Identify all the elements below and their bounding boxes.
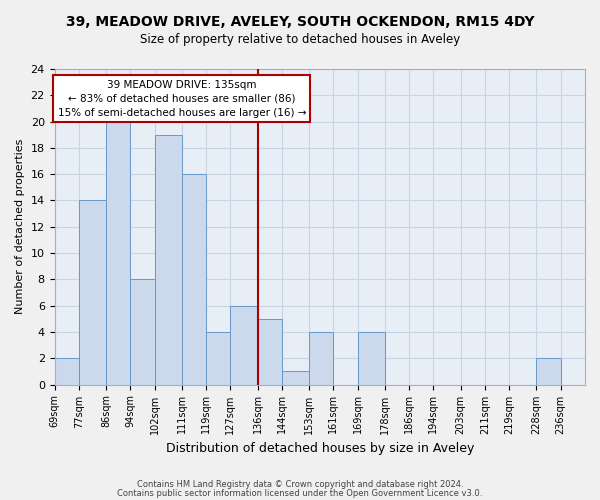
Bar: [309, 332, 334, 384]
Text: Contains public sector information licensed under the Open Government Licence v3: Contains public sector information licen…: [118, 489, 482, 498]
Bar: [536, 358, 561, 384]
Text: 39, MEADOW DRIVE, AVELEY, SOUTH OCKENDON, RM15 4DY: 39, MEADOW DRIVE, AVELEY, SOUTH OCKENDON…: [65, 15, 535, 29]
Bar: [182, 174, 206, 384]
Bar: [206, 332, 230, 384]
Bar: [79, 200, 106, 384]
Bar: [230, 306, 257, 384]
X-axis label: Distribution of detached houses by size in Aveley: Distribution of detached houses by size …: [166, 442, 474, 455]
Bar: [358, 332, 385, 384]
Y-axis label: Number of detached properties: Number of detached properties: [15, 139, 25, 314]
Bar: [130, 280, 155, 384]
Bar: [282, 372, 309, 384]
Text: Contains HM Land Registry data © Crown copyright and database right 2024.: Contains HM Land Registry data © Crown c…: [137, 480, 463, 489]
Bar: [55, 358, 79, 384]
Bar: [257, 319, 282, 384]
Text: 39 MEADOW DRIVE: 135sqm
← 83% of detached houses are smaller (86)
15% of semi-de: 39 MEADOW DRIVE: 135sqm ← 83% of detache…: [58, 80, 306, 118]
Text: Size of property relative to detached houses in Aveley: Size of property relative to detached ho…: [140, 32, 460, 46]
Bar: [155, 134, 182, 384]
Bar: [106, 122, 130, 384]
